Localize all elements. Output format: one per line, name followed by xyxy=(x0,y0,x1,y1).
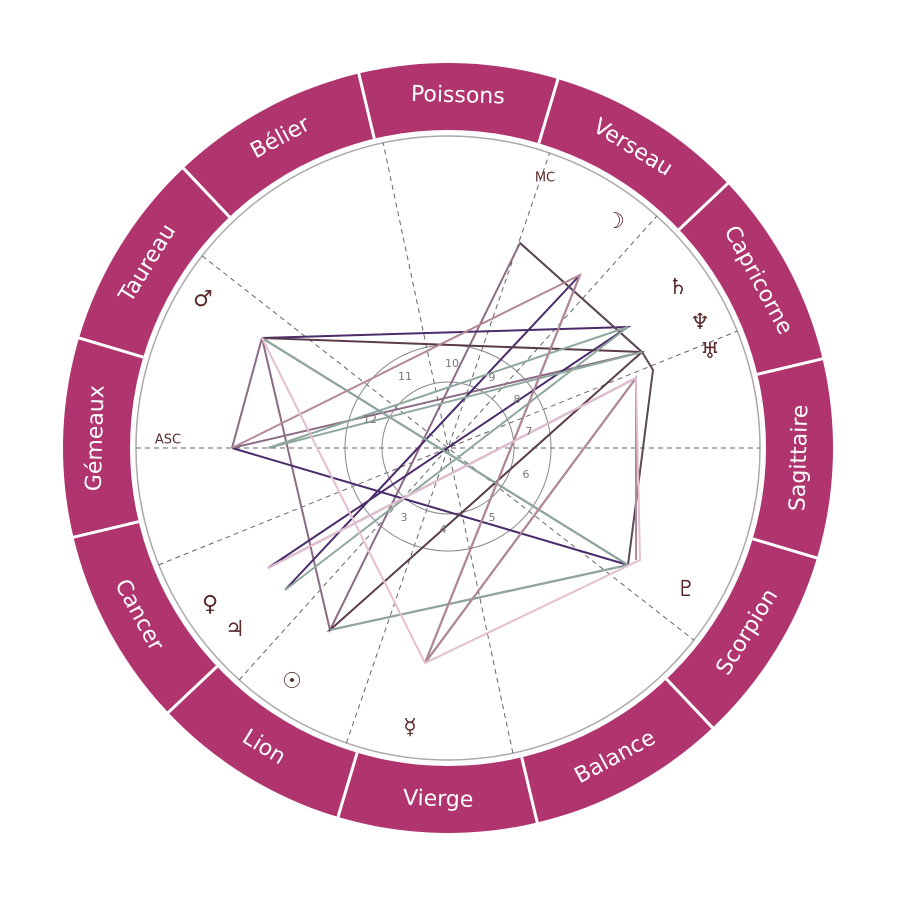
house-number: 9 xyxy=(489,371,496,384)
sign-divider xyxy=(72,520,140,539)
house-number: 5 xyxy=(489,511,496,524)
planet-glyph: ☉ xyxy=(282,669,302,694)
mc-label: MC xyxy=(535,171,555,186)
zodiac-sign: Sagittaire xyxy=(785,404,813,511)
house-number: 8 xyxy=(514,393,521,406)
house-number: 4 xyxy=(440,523,447,536)
planet-glyph: ♃ xyxy=(225,617,245,642)
house-number: 7 xyxy=(526,425,533,438)
house-cusps xyxy=(136,142,760,754)
cusp-line xyxy=(201,255,695,641)
cusp-line xyxy=(345,152,551,744)
sign-divider xyxy=(77,336,144,359)
house-number: 12 xyxy=(363,413,377,426)
zodiac-sign: Vierge xyxy=(403,786,474,813)
zodiac-sign: Gémeaux xyxy=(82,385,110,492)
planet-glyph: ♅ xyxy=(700,339,720,364)
planet-glyph: ♆ xyxy=(690,310,710,335)
house-number: 10 xyxy=(445,357,459,370)
cusp-line xyxy=(238,215,658,681)
sign-divider xyxy=(756,357,824,376)
house-circle-inner xyxy=(381,381,515,515)
house-number: 3 xyxy=(401,511,408,524)
cusp-line xyxy=(158,330,738,566)
sign-divider xyxy=(166,665,218,715)
zodiac-sign: Poissons xyxy=(411,82,506,110)
cusp-line xyxy=(382,142,514,754)
planet-glyph: ☽ xyxy=(605,209,625,234)
asc-label: ASC xyxy=(155,433,181,448)
aspect-lines xyxy=(231,241,655,665)
sign-divider xyxy=(357,72,376,140)
planet-glyph: ☿ xyxy=(403,715,417,740)
planet-glyph: ♀ xyxy=(202,592,218,617)
sign-divider xyxy=(520,756,539,824)
planet-glyph: ♂ xyxy=(193,287,213,312)
sign-divider xyxy=(336,752,359,819)
sign-divider xyxy=(665,678,715,730)
planet-glyph: ♄ xyxy=(668,275,688,300)
sign-divider xyxy=(752,537,819,560)
house-number: 6 xyxy=(523,468,530,481)
sign-divider xyxy=(537,77,560,144)
planet-glyph: ♇ xyxy=(676,577,696,602)
house-number: 11 xyxy=(398,370,412,383)
sign-divider xyxy=(181,166,231,218)
sign-divider xyxy=(678,181,730,231)
